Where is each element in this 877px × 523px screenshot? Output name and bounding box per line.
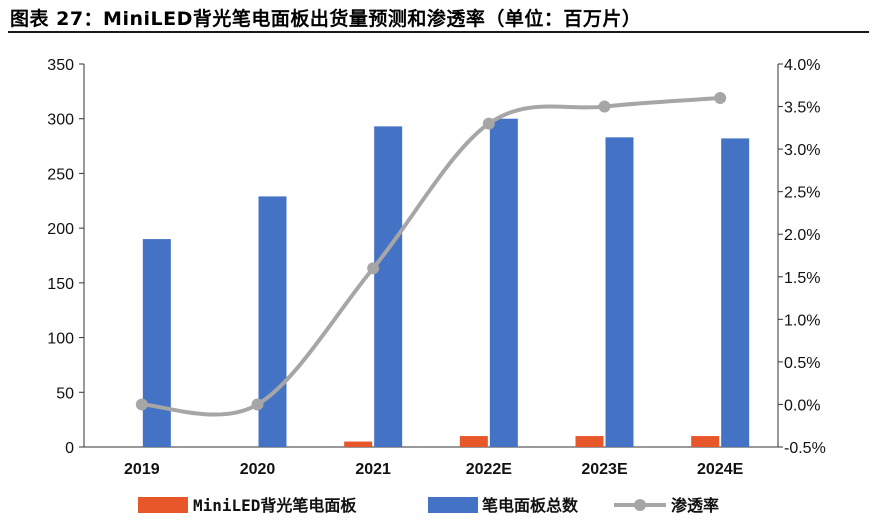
legend-label-miniled: MiniLED背光笔电面板 <box>193 496 357 515</box>
left-tick-label: 250 <box>47 166 74 183</box>
penetration-line <box>135 92 727 417</box>
penetration-point <box>714 92 727 105</box>
right-tick-label: 3.0% <box>784 142 820 159</box>
total-panel-bar <box>142 239 171 447</box>
x-tick-label: 2019 <box>124 461 160 478</box>
total-panel-bar <box>374 126 403 448</box>
legend-label-penetration: 渗透率 <box>671 496 719 515</box>
right-tick-label: -0.5% <box>784 440 826 457</box>
x-tick-label: 2023E <box>581 461 628 478</box>
total-panel-bar <box>258 196 287 447</box>
x-tick-label: 2022E <box>466 461 513 478</box>
chart-title: 图表 27：MiniLED背光笔电面板出货量预测和渗透率（单位：百万片） <box>10 8 642 30</box>
right-tick-label: 1.0% <box>784 312 820 329</box>
miniled-bar <box>691 436 720 447</box>
left-tick-label: 300 <box>47 112 74 129</box>
penetration-point <box>367 262 380 275</box>
total-panel-bar <box>721 138 750 447</box>
left-tick-label: 0 <box>65 440 74 457</box>
x-tick-label: 2021 <box>355 461 391 478</box>
x-tick-label: 2020 <box>240 461 276 478</box>
miniled-bar <box>459 436 488 447</box>
legend-swatch-marker <box>634 499 646 511</box>
left-tick-label: 350 <box>47 57 74 74</box>
legend-swatch-total <box>428 497 478 513</box>
penetration-point <box>598 100 611 113</box>
left-tick-label: 50 <box>56 385 74 402</box>
legend-label-total: 笔电面板总数 <box>482 496 579 515</box>
penetration-point <box>482 117 495 130</box>
total-panel-bar <box>605 137 634 447</box>
right-tick-label: 3.5% <box>784 100 820 117</box>
right-tick-label: 0.5% <box>784 355 820 372</box>
legend-swatch-miniled <box>138 497 188 513</box>
right-tick-label: 1.5% <box>784 270 820 287</box>
left-tick-label: 150 <box>47 276 74 293</box>
right-tick-label: 2.0% <box>784 227 820 244</box>
right-tick-label: 2.5% <box>784 185 820 202</box>
penetration-point <box>251 398 264 411</box>
axes: 0 50 100 150 200 250 300 350 -0.5% 0.0% 0.5% 1.0% 1.… <box>47 57 826 478</box>
bars <box>142 118 750 448</box>
miniled-bar <box>344 441 373 447</box>
right-tick-label: 0.0% <box>784 397 820 414</box>
legend: MiniLED背光笔电面板 笔电面板总数 渗透率 <box>138 496 719 515</box>
right-tick-label: 4.0% <box>784 57 820 74</box>
total-panel-bar <box>489 118 518 447</box>
left-tick-label: 200 <box>47 221 74 238</box>
penetration-point <box>135 398 148 411</box>
x-tick-label: 2024E <box>697 461 744 478</box>
left-tick-label: 100 <box>47 331 74 348</box>
miniled-bar <box>575 436 604 447</box>
title-divider <box>8 31 869 33</box>
